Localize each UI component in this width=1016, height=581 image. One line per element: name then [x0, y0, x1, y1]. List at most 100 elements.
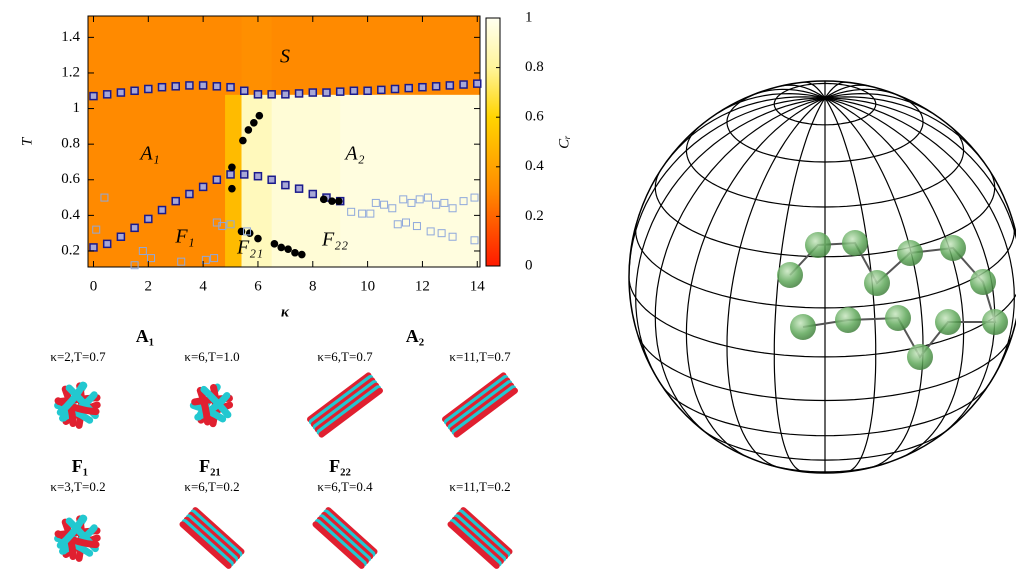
- point: [282, 182, 289, 189]
- y-tick-label: 0.6: [61, 171, 80, 187]
- x-axis-label: κ: [281, 304, 290, 320]
- point: [145, 215, 152, 222]
- point: [228, 164, 236, 172]
- snapshot-title: A₁: [136, 326, 154, 346]
- point: [296, 185, 303, 192]
- x-tick-label: 6: [254, 278, 262, 294]
- point: [335, 197, 343, 205]
- point: [284, 245, 292, 253]
- y-tick-label: 0.8: [61, 136, 80, 152]
- point: [200, 183, 207, 190]
- region-label: F₂₂: [321, 229, 348, 251]
- point: [241, 171, 248, 178]
- snapshot-title: A₂: [406, 326, 424, 346]
- x-tick-label: 12: [415, 278, 430, 294]
- grid-curve: [825, 97, 984, 162]
- grid-curve: [727, 98, 825, 467]
- point: [320, 196, 328, 204]
- colorbar-tick-label: 0.8: [525, 59, 544, 75]
- y-axis-label: T: [19, 136, 35, 146]
- sphere: [629, 81, 1016, 473]
- polymer-image: [451, 510, 510, 566]
- point: [474, 80, 481, 87]
- point: [309, 191, 316, 198]
- point: [131, 87, 138, 94]
- region-label: A₂: [343, 143, 364, 165]
- snapshot-label: κ=3,T=0.2: [50, 479, 105, 494]
- colorbar: [486, 18, 500, 266]
- y-tick-label: 0.2: [61, 242, 80, 258]
- point: [277, 244, 285, 252]
- point: [159, 84, 166, 91]
- polymer-image: [310, 375, 380, 434]
- point: [90, 93, 97, 100]
- x-tick-label: 2: [145, 278, 153, 294]
- y-tick-label: 1.2: [61, 64, 80, 80]
- point: [159, 207, 166, 214]
- snapshots: A₁A₂κ=2,T=0.7κ=6,T=1.0κ=6,T=0.7κ=11,T=0.…: [50, 326, 515, 566]
- bead: [970, 269, 996, 295]
- point: [271, 240, 279, 248]
- point: [254, 91, 261, 98]
- point: [323, 89, 330, 96]
- point: [291, 249, 299, 257]
- grid-curve: [636, 98, 825, 384]
- colorbar-tick-label: 0.2: [525, 208, 544, 224]
- point: [268, 176, 275, 183]
- point: [446, 82, 453, 89]
- point: [131, 224, 138, 231]
- x-tick-label: 8: [309, 278, 317, 294]
- snapshot-label: κ=6,T=0.4: [317, 479, 373, 494]
- point: [245, 126, 253, 134]
- point: [172, 198, 179, 205]
- polymer-image: [193, 387, 229, 424]
- grid-curve: [825, 98, 964, 458]
- point: [328, 197, 336, 205]
- point: [378, 86, 385, 93]
- point: [213, 83, 220, 90]
- point: [213, 176, 220, 183]
- polymer-image: [58, 518, 98, 558]
- point: [405, 85, 412, 92]
- snapshot-title: F₂₂: [329, 456, 351, 476]
- point: [268, 91, 275, 98]
- polymer-image: [445, 375, 515, 434]
- bead: [885, 305, 911, 331]
- snapshot-label: κ=11,T=0.7: [449, 349, 511, 364]
- y-tick-label: 1.4: [61, 29, 80, 45]
- point: [250, 119, 258, 127]
- bead: [982, 309, 1008, 335]
- bead: [907, 344, 933, 370]
- heat-cell: [340, 94, 480, 267]
- polymer-image: [183, 510, 242, 566]
- heat-cell: [242, 16, 273, 95]
- y-tick-label: 0.4: [61, 207, 80, 223]
- point: [117, 89, 124, 96]
- point: [90, 244, 97, 251]
- x-tick-label: 10: [360, 278, 375, 294]
- point: [282, 91, 289, 98]
- point: [104, 91, 111, 98]
- region-label: F₂₁: [236, 237, 263, 259]
- point: [460, 81, 467, 88]
- colorbar-tick-label: 1: [525, 9, 533, 25]
- point: [392, 85, 399, 92]
- point: [117, 233, 124, 240]
- point: [186, 82, 193, 89]
- point: [227, 171, 234, 178]
- point: [337, 88, 344, 95]
- point: [227, 84, 234, 91]
- x-tick-label: 14: [470, 278, 486, 294]
- point: [145, 85, 152, 92]
- x-tick-label: 0: [90, 278, 98, 294]
- point: [298, 251, 306, 259]
- point: [256, 112, 264, 120]
- bead: [842, 230, 868, 256]
- bead: [897, 240, 923, 266]
- bead: [835, 307, 861, 333]
- point: [296, 90, 303, 97]
- point: [309, 89, 316, 96]
- snapshot-title: F₂₁: [199, 456, 221, 476]
- point: [172, 83, 179, 90]
- x-tick-label: 4: [199, 278, 207, 294]
